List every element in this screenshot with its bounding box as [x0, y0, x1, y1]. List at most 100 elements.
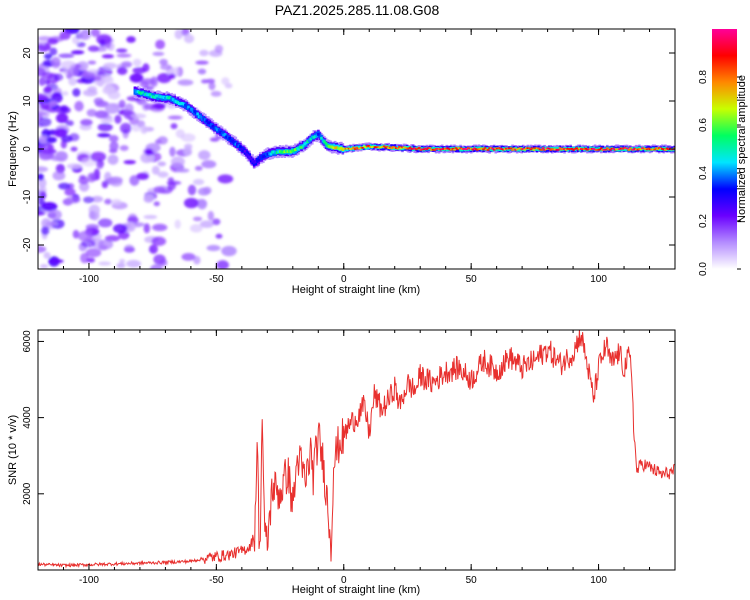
noise-blob: [38, 135, 49, 144]
noise-blob: [70, 146, 78, 152]
ridge-cell: [407, 145, 410, 150]
ridge-cell: [167, 96, 170, 100]
noise-blob: [194, 165, 203, 171]
noise-blob: [143, 194, 154, 203]
ridge-cell: [569, 148, 572, 150]
snr-x-tick-label: -50: [209, 575, 224, 586]
ridge-cell: [633, 147, 637, 150]
ridge-cell: [249, 157, 253, 161]
ridge-cell: [398, 146, 401, 148]
ridge-cell: [460, 148, 464, 150]
snr-x-tick-label: 100: [590, 575, 607, 586]
ridge-cell: [396, 145, 400, 150]
ridge-cell: [211, 124, 215, 128]
noise-blob: [78, 176, 90, 185]
ridge-cell: [445, 148, 449, 152]
ridge-cell: [239, 145, 242, 149]
ridge-cell: [384, 146, 387, 149]
ridge-cell: [263, 154, 267, 158]
noise-blob: [54, 128, 67, 138]
ridge-cell: [521, 147, 525, 150]
ridge-cell: [274, 151, 277, 155]
ridge-cell: [456, 148, 459, 151]
ridge-cell: [427, 147, 430, 149]
ridge-cell: [222, 133, 225, 137]
noise-blob: [136, 172, 149, 180]
ridge-cell: [647, 147, 650, 150]
noise-blob: [50, 218, 65, 229]
noise-blob: [38, 211, 46, 216]
ridge-cell: [405, 147, 409, 150]
noise-blob: [119, 122, 132, 134]
spectrogram-y-tick-label: -10: [22, 189, 33, 204]
colorbar-tick-label: 0.0: [698, 262, 709, 276]
ridge-cell: [658, 147, 661, 151]
spectrogram-x-tick-label: 0: [341, 274, 347, 285]
ridge-cell: [158, 95, 161, 99]
ridge-cell: [557, 148, 560, 151]
ridge-cell: [622, 147, 626, 149]
noise-blob: [177, 168, 190, 173]
noise-blob: [209, 137, 220, 142]
ridge-cell: [413, 147, 416, 150]
ridge-cell: [395, 147, 398, 150]
ridge-cell: [332, 146, 335, 150]
ridge-cell: [344, 147, 348, 150]
ridge-cell: [575, 147, 579, 150]
ridge-cell: [567, 148, 571, 150]
ridge-cell: [445, 147, 449, 150]
ridge-cell: [271, 150, 274, 154]
noise-blob: [46, 136, 57, 143]
ridge-cell: [284, 149, 288, 153]
ridge-cell: [590, 147, 594, 150]
ridge-cell: [373, 146, 377, 148]
ridge-cell: [214, 126, 218, 130]
ridge-cell: [185, 104, 189, 111]
ridge-cell: [387, 147, 391, 150]
ridge-cell: [297, 147, 300, 151]
ridge-cell: [627, 149, 631, 151]
ridge-cell: [155, 94, 158, 98]
ridge-cell: [278, 150, 282, 153]
ridge-cell: [292, 148, 296, 152]
noise-blob: [167, 115, 183, 120]
ridge-cell: [210, 123, 213, 127]
ridge-cell: [630, 148, 634, 151]
ridge-cell: [346, 147, 349, 150]
ridge-cell: [280, 150, 283, 154]
noise-blob: [38, 144, 46, 149]
ridge-cell: [619, 147, 623, 150]
ridge-cell: [384, 144, 387, 149]
noise-blob: [65, 120, 74, 127]
ridge-cell: [401, 146, 404, 149]
ridge-cell: [265, 152, 268, 156]
spectrogram-x-label: Height of straight line (km): [292, 284, 420, 296]
ridge-cell: [642, 147, 646, 150]
ridge-cell: [604, 148, 608, 151]
noise-blob: [97, 133, 111, 138]
ridge-cell: [474, 148, 478, 150]
noise-blob: [167, 181, 176, 191]
ridge-cell: [356, 145, 360, 149]
spectrogram-x-tick-label: 100: [590, 274, 607, 285]
ridge-cell: [576, 146, 580, 150]
noise-blob: [108, 176, 123, 184]
ridge-cell: [161, 95, 164, 99]
ridge-cell: [453, 148, 456, 151]
ridge-cell: [431, 146, 435, 151]
noise-blob: [216, 260, 229, 269]
ridge-cell: [601, 149, 605, 151]
spectrogram-y-axis: -20 -10 0 10 20: [22, 47, 675, 252]
ridge-cell: [584, 147, 588, 150]
ridge-cell: [618, 148, 621, 150]
ridge-cell: [350, 147, 354, 150]
noise-blob: [101, 54, 115, 59]
noise-blob: [157, 161, 167, 167]
noise-blob: [48, 209, 62, 220]
ridge-cell: [228, 137, 232, 140]
ridge-cell: [549, 148, 553, 151]
noise-blob: [86, 227, 93, 234]
ridge-cell: [187, 105, 190, 109]
noise-blob: [66, 163, 83, 170]
